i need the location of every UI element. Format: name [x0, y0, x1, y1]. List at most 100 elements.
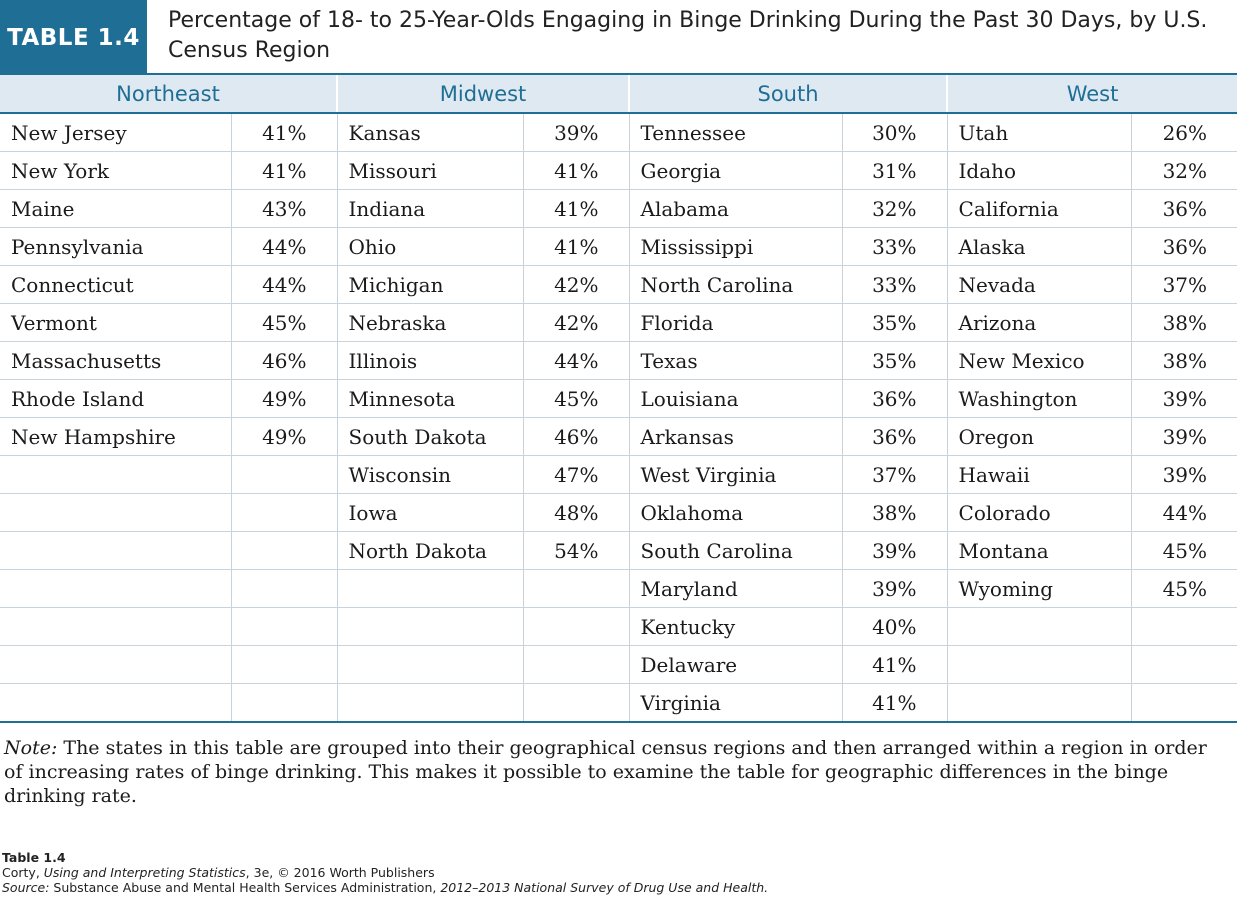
midwest-state-cell: Missouri — [336, 151, 524, 190]
south-state-cell: Alabama — [628, 189, 843, 228]
south-state-cell: Delaware — [628, 645, 843, 684]
west-state-cell: New Mexico — [946, 341, 1132, 380]
west-state-cell: Washington — [946, 379, 1132, 418]
south-state-cell: Kentucky — [628, 607, 843, 646]
northeast-state-cell: Pennsylvania — [0, 227, 231, 266]
west-percent-cell: 32% — [1130, 151, 1237, 190]
binge-drinking-table: Northeast Midwest South West New Jersey 4… — [0, 75, 1237, 723]
south-percent-cell: 39% — [841, 569, 948, 608]
region-header-midwest: Midwest — [336, 75, 630, 114]
west-percent-cell: 36% — [1130, 227, 1237, 266]
west-state-cell: Hawaii — [946, 455, 1132, 494]
midwest-percent-cell: 41% — [522, 189, 630, 228]
west-percent-cell: 38% — [1130, 341, 1237, 380]
credit-source-label: Source: — [2, 880, 50, 895]
south-percent-cell: 36% — [841, 379, 948, 418]
region-header-row: Northeast Midwest South West — [0, 75, 1237, 114]
west-state-cell: Montana — [946, 531, 1132, 570]
midwest-state-cell: Illinois — [336, 341, 524, 380]
table-note: Note: The states in this table are group… — [4, 736, 1229, 808]
northeast-percent-cell — [230, 683, 338, 723]
northeast-state-cell: Rhode Island — [0, 379, 231, 418]
south-percent-cell: 39% — [841, 531, 948, 570]
south-state-cell: Maryland — [628, 569, 843, 608]
south-percent-cell: 41% — [841, 683, 948, 723]
west-percent-cell: 26% — [1130, 113, 1237, 152]
south-state-cell: Virginia — [628, 683, 843, 723]
west-percent-cell: 45% — [1130, 569, 1237, 608]
midwest-state-cell: North Dakota — [336, 531, 524, 570]
west-percent-cell: 39% — [1130, 379, 1237, 418]
midwest-state-cell: Iowa — [336, 493, 524, 532]
west-percent-cell — [1130, 607, 1237, 646]
west-state-cell: Utah — [946, 113, 1132, 152]
midwest-percent-cell — [522, 683, 630, 723]
table-row: Rhode Island 49% Minnesota 45% Louisiana 36% W… — [0, 379, 1237, 418]
credit-book-line: Corty, Using and Interpreting Statistics… — [2, 865, 1232, 880]
credit-edition: , 3e, © 2016 Worth Publishers — [245, 865, 435, 880]
west-state-cell: Colorado — [946, 493, 1132, 532]
midwest-percent-cell: 44% — [522, 341, 630, 380]
northeast-percent-cell: 43% — [230, 189, 338, 228]
west-state-cell — [946, 607, 1132, 646]
west-state-cell — [946, 683, 1132, 723]
northeast-percent-cell — [230, 607, 338, 646]
midwest-state-cell — [336, 569, 524, 608]
midwest-percent-cell — [522, 607, 630, 646]
west-percent-cell: 44% — [1130, 493, 1237, 532]
midwest-percent-cell — [522, 645, 630, 684]
northeast-state-cell — [0, 607, 231, 646]
note-label: Note: — [4, 737, 58, 759]
midwest-percent-cell: 42% — [522, 303, 630, 342]
northeast-state-cell: Massachusetts — [0, 341, 231, 380]
west-state-cell: Alaska — [946, 227, 1132, 266]
table-row: New York 41% Missouri 41% Georgia 31% Idaho 32% — [0, 151, 1237, 190]
table-header: TABLE 1.4 Percentage of 18- to 25-Year-O… — [0, 0, 1237, 75]
table-row: Maryland 39% Wyoming 45% — [0, 569, 1237, 608]
south-state-cell: West Virginia — [628, 455, 843, 494]
region-header-south: South — [628, 75, 948, 114]
northeast-state-cell — [0, 683, 231, 723]
south-state-cell: Georgia — [628, 151, 843, 190]
northeast-state-cell — [0, 531, 231, 570]
note-text: The states in this table are grouped int… — [4, 737, 1207, 807]
west-state-cell: Wyoming — [946, 569, 1132, 608]
south-state-cell: Oklahoma — [628, 493, 843, 532]
northeast-percent-cell — [230, 455, 338, 494]
northeast-state-cell: New Jersey — [0, 113, 231, 152]
south-percent-cell: 40% — [841, 607, 948, 646]
midwest-percent-cell: 39% — [522, 113, 630, 152]
south-percent-cell: 41% — [841, 645, 948, 684]
table-row: Delaware 41% — [0, 645, 1237, 684]
west-percent-cell: 36% — [1130, 189, 1237, 228]
south-state-cell: Texas — [628, 341, 843, 380]
table-row: Wisconsin 47% West Virginia 37% Hawaii 39% — [0, 455, 1237, 494]
credit-source-text: Substance Abuse and Mental Health Servic… — [49, 880, 441, 895]
south-percent-cell: 37% — [841, 455, 948, 494]
west-percent-cell: 39% — [1130, 417, 1237, 456]
table-row: Massachusetts 46% Illinois 44% Texas 35% New M… — [0, 341, 1237, 380]
west-percent-cell — [1130, 645, 1237, 684]
midwest-state-cell — [336, 683, 524, 723]
midwest-percent-cell: 48% — [522, 493, 630, 532]
south-percent-cell: 31% — [841, 151, 948, 190]
table-number-badge: TABLE 1.4 — [0, 0, 147, 75]
midwest-percent-cell: 47% — [522, 455, 630, 494]
west-percent-cell — [1130, 683, 1237, 723]
northeast-state-cell — [0, 569, 231, 608]
south-state-cell: Arkansas — [628, 417, 843, 456]
midwest-percent-cell — [522, 569, 630, 608]
table-row: Maine 43% Indiana 41% Alabama 32% California 36… — [0, 189, 1237, 228]
table-row: Vermont 45% Nebraska 42% Florida 35% Arizona 38… — [0, 303, 1237, 342]
south-percent-cell: 30% — [841, 113, 948, 152]
south-state-cell: Florida — [628, 303, 843, 342]
table-row: New Hampshire 49% South Dakota 46% Arkansas 3… — [0, 417, 1237, 456]
table-row: New Jersey 41% Kansas 39% Tennessee 30% Utah 26… — [0, 113, 1237, 152]
west-state-cell — [946, 645, 1132, 684]
midwest-state-cell: Nebraska — [336, 303, 524, 342]
northeast-percent-cell: 45% — [230, 303, 338, 342]
midwest-percent-cell: 41% — [522, 227, 630, 266]
midwest-percent-cell: 41% — [522, 151, 630, 190]
northeast-percent-cell: 46% — [230, 341, 338, 380]
midwest-state-cell: Ohio — [336, 227, 524, 266]
